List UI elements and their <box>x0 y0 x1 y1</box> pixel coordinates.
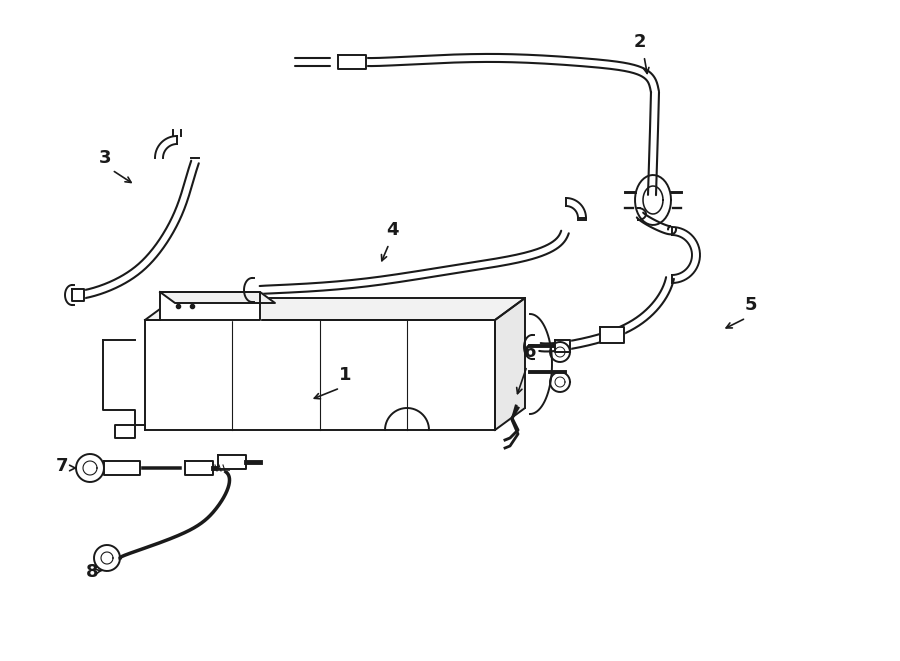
Polygon shape <box>185 461 213 475</box>
Text: 5: 5 <box>745 296 757 314</box>
Text: 2: 2 <box>634 33 646 51</box>
Polygon shape <box>160 292 260 320</box>
Text: 4: 4 <box>386 221 398 239</box>
Polygon shape <box>145 320 495 430</box>
Polygon shape <box>495 298 525 430</box>
Polygon shape <box>72 289 84 301</box>
Polygon shape <box>600 327 624 343</box>
Text: 3: 3 <box>99 149 112 167</box>
Polygon shape <box>218 455 246 469</box>
Polygon shape <box>145 298 525 320</box>
Text: 7: 7 <box>56 457 68 475</box>
Polygon shape <box>160 292 275 303</box>
Text: 1: 1 <box>338 366 351 384</box>
Polygon shape <box>525 298 552 414</box>
Polygon shape <box>555 340 570 352</box>
Polygon shape <box>104 461 140 475</box>
Text: 8: 8 <box>86 563 98 581</box>
Polygon shape <box>338 55 366 69</box>
Text: 6: 6 <box>524 343 536 361</box>
